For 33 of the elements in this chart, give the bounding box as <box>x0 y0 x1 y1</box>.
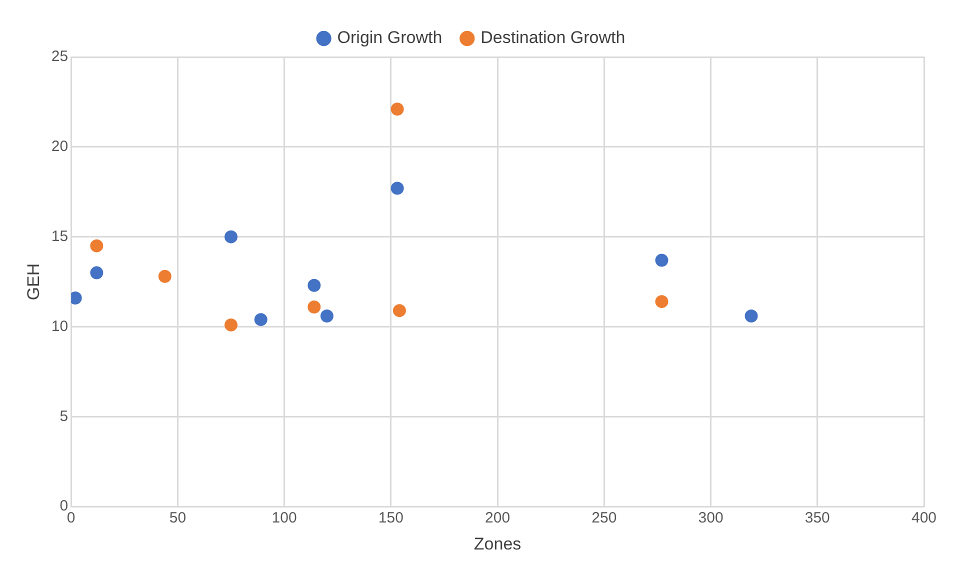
point <box>90 239 104 252</box>
point <box>392 304 406 318</box>
point <box>158 270 172 283</box>
point <box>308 278 321 292</box>
point <box>224 230 238 244</box>
y-tick-label: 25 <box>51 48 68 66</box>
point <box>224 318 238 332</box>
y-tick-label: 20 <box>51 138 68 156</box>
point <box>254 313 268 326</box>
legend-label: Destination Growth <box>480 28 626 48</box>
point <box>655 295 668 308</box>
x-tick-label: 200 <box>485 510 510 527</box>
x-axis-title: Zones <box>474 534 522 554</box>
point <box>390 102 404 116</box>
legend-label: Origin Growth <box>337 28 442 48</box>
point <box>90 266 104 280</box>
x-tick-label: 100 <box>272 510 297 527</box>
x-tick-label: 250 <box>592 510 617 527</box>
y-tick-label: 0 <box>60 498 68 515</box>
point <box>320 309 334 322</box>
y-axis-title: GEH <box>24 263 43 300</box>
point <box>390 182 404 195</box>
x-tick-label: 50 <box>169 510 186 527</box>
x-tick-label: 300 <box>698 510 724 527</box>
y-tick-label: 10 <box>51 318 68 335</box>
y-tick-label: 5 <box>60 408 68 425</box>
point <box>655 254 668 267</box>
x-tick-label: 150 <box>378 510 404 527</box>
point <box>308 300 321 314</box>
x-tick-label: 350 <box>804 510 830 527</box>
point <box>744 309 758 322</box>
x-tick-label: 400 <box>911 510 937 527</box>
y-tick-label: 15 <box>51 228 68 245</box>
